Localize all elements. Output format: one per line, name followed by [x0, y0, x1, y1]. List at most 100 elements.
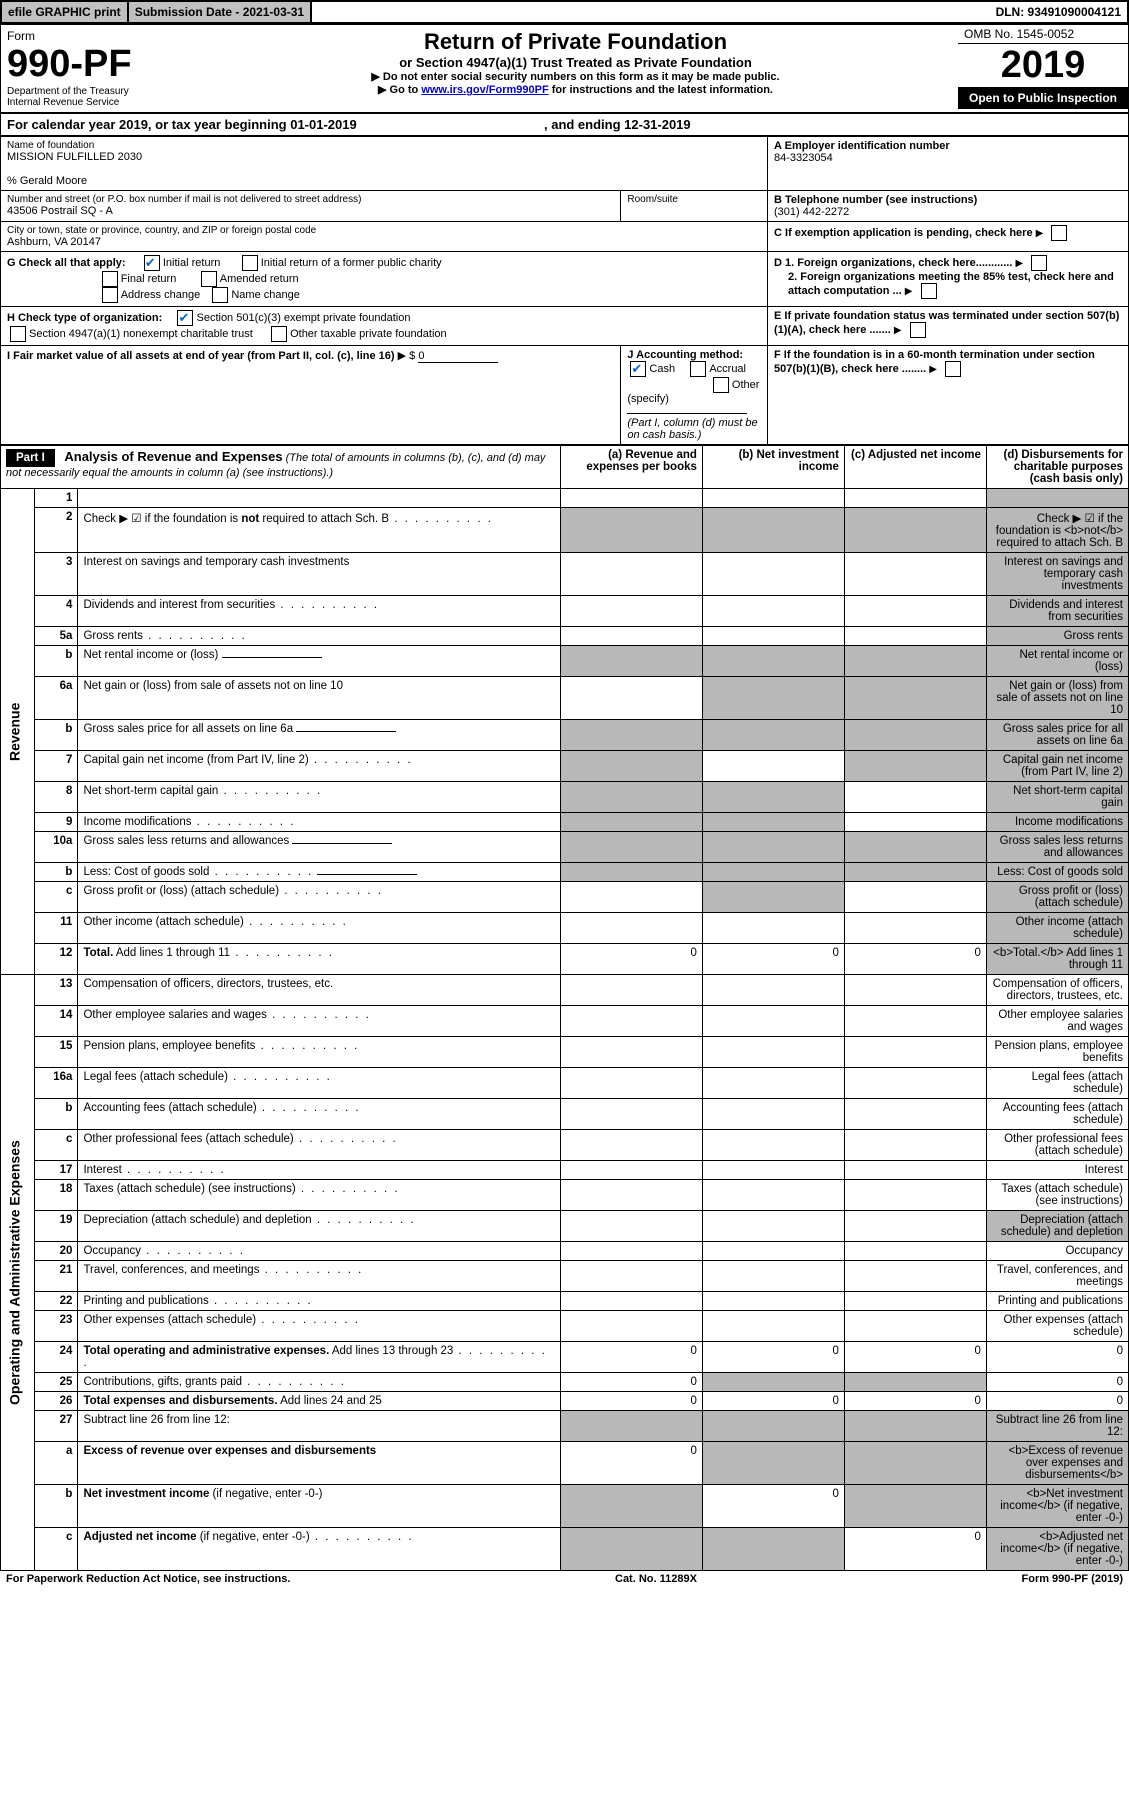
table-row: 4Dividends and interest from securitiesD… [1, 596, 1129, 627]
cell-c [844, 913, 986, 944]
line-number: 4 [35, 596, 78, 627]
h-501-checkbox[interactable] [177, 310, 193, 326]
cell-c [844, 1373, 986, 1392]
initial-former-checkbox[interactable] [242, 255, 258, 271]
table-row: 11Other income (attach schedule)Other in… [1, 913, 1129, 944]
cell-c [844, 1068, 986, 1099]
c-pending-checkbox[interactable] [1051, 225, 1067, 241]
cell-d: Other expenses (attach schedule) [986, 1311, 1128, 1342]
cell-b [702, 863, 844, 882]
table-row: 18Taxes (attach schedule) (see instructi… [1, 1180, 1129, 1211]
final-return-checkbox[interactable] [102, 271, 118, 287]
cell-c [844, 1261, 986, 1292]
line-description: Income modifications [78, 813, 560, 832]
part1-table: Part I Analysis of Revenue and Expenses … [0, 445, 1129, 1571]
cell-a [560, 508, 702, 553]
cell-c: 0 [844, 1342, 986, 1373]
cell-b: 0 [702, 1485, 844, 1528]
table-row: 15Pension plans, employee benefitsPensio… [1, 1037, 1129, 1068]
cell-d: Income modifications [986, 813, 1128, 832]
cell-d: Legal fees (attach schedule) [986, 1068, 1128, 1099]
j-accrual-checkbox[interactable] [690, 361, 706, 377]
cell-a [560, 1411, 702, 1442]
cell-c [844, 1211, 986, 1242]
j-cash-checkbox[interactable] [630, 361, 646, 377]
line-number: a [35, 1442, 78, 1485]
d1-checkbox[interactable] [1031, 255, 1047, 271]
i-fmv-label: I Fair market value of all assets at end… [7, 350, 395, 362]
h-4947-checkbox[interactable] [10, 326, 26, 342]
city-value: Ashburn, VA 20147 [7, 236, 761, 248]
cell-a [560, 1180, 702, 1211]
cell-b: 0 [702, 1342, 844, 1373]
cell-c: 0 [844, 1528, 986, 1571]
d2-checkbox[interactable] [921, 283, 937, 299]
line-number: 8 [35, 782, 78, 813]
j-other-checkbox[interactable] [713, 377, 729, 393]
cell-b [702, 596, 844, 627]
street-address: 43506 Postrail SQ - A [7, 205, 614, 217]
line-description: Other expenses (attach schedule) [78, 1311, 560, 1342]
table-row: 24Total operating and administrative exp… [1, 1342, 1129, 1373]
cell-a [560, 646, 702, 677]
irs-link[interactable]: www.irs.gov/Form990PF [421, 84, 548, 96]
tel-label: B Telephone number (see instructions) [774, 194, 1122, 206]
table-row: 27Subtract line 26 from line 12:Subtract… [1, 1411, 1129, 1442]
ein-label: A Employer identification number [774, 140, 1122, 152]
cell-c [844, 489, 986, 508]
cell-b [702, 882, 844, 913]
room-label: Room/suite [627, 194, 761, 205]
cell-d: <b>Total.</b> Add lines 1 through 11 [986, 944, 1128, 975]
line-description [78, 489, 560, 508]
cell-c [844, 975, 986, 1006]
footer-catno: Cat. No. 11289X [615, 1573, 697, 1585]
table-row: bNet investment income (if negative, ent… [1, 1485, 1129, 1528]
table-row: 3Interest on savings and temporary cash … [1, 553, 1129, 596]
ssn-warning: ▶ Do not enter social security numbers o… [199, 70, 952, 83]
cell-c [844, 720, 986, 751]
table-row: Revenue1 [1, 489, 1129, 508]
tel-value: (301) 442-2272 [774, 206, 1122, 218]
cell-a: 0 [560, 1342, 702, 1373]
cell-d: Taxes (attach schedule) (see instruction… [986, 1180, 1128, 1211]
cell-c [844, 1442, 986, 1485]
cell-d: Net rental income or (loss) [986, 646, 1128, 677]
name-change-checkbox[interactable] [212, 287, 228, 303]
cell-d: Interest on savings and temporary cash i… [986, 553, 1128, 596]
table-row: 2Check ▶ ☑ if the foundation is not requ… [1, 508, 1129, 553]
cell-c [844, 1311, 986, 1342]
cell-c [844, 1411, 986, 1442]
table-row: 16aLegal fees (attach schedule)Legal fee… [1, 1068, 1129, 1099]
cell-d: Interest [986, 1161, 1128, 1180]
table-row: cGross profit or (loss) (attach schedule… [1, 882, 1129, 913]
cell-a [560, 751, 702, 782]
form-subtitle: or Section 4947(a)(1) Trust Treated as P… [199, 55, 952, 70]
line-number: 25 [35, 1373, 78, 1392]
cell-b [702, 1411, 844, 1442]
cell-b: 0 [702, 1392, 844, 1411]
table-row: bGross sales price for all assets on lin… [1, 720, 1129, 751]
line-number: 6a [35, 677, 78, 720]
cell-d: 0 [986, 1373, 1128, 1392]
initial-return-checkbox[interactable] [144, 255, 160, 271]
table-row: cOther professional fees (attach schedul… [1, 1130, 1129, 1161]
addr-change-checkbox[interactable] [102, 287, 118, 303]
cell-c [844, 813, 986, 832]
e-checkbox[interactable] [910, 322, 926, 338]
line-description: Subtract line 26 from line 12: [78, 1411, 560, 1442]
efile-button[interactable]: efile GRAPHIC print [2, 2, 129, 22]
ein-value: 84-3323054 [774, 152, 1122, 164]
cell-d [986, 489, 1128, 508]
col-b-header: (b) Net investment income [702, 446, 844, 489]
table-row: 12Total. Add lines 1 through 11000<b>Tot… [1, 944, 1129, 975]
form-number: 990-PF [7, 43, 187, 86]
line-description: Travel, conferences, and meetings [78, 1261, 560, 1292]
h-other-checkbox[interactable] [271, 326, 287, 342]
f-checkbox[interactable] [945, 361, 961, 377]
cell-a [560, 975, 702, 1006]
table-row: bLess: Cost of goods sold Less: Cost of … [1, 863, 1129, 882]
h-4947-label: Section 4947(a)(1) nonexempt charitable … [29, 328, 253, 340]
amended-checkbox[interactable] [201, 271, 217, 287]
initial-former-label: Initial return of a former public charit… [261, 257, 442, 269]
cell-d: Accounting fees (attach schedule) [986, 1099, 1128, 1130]
